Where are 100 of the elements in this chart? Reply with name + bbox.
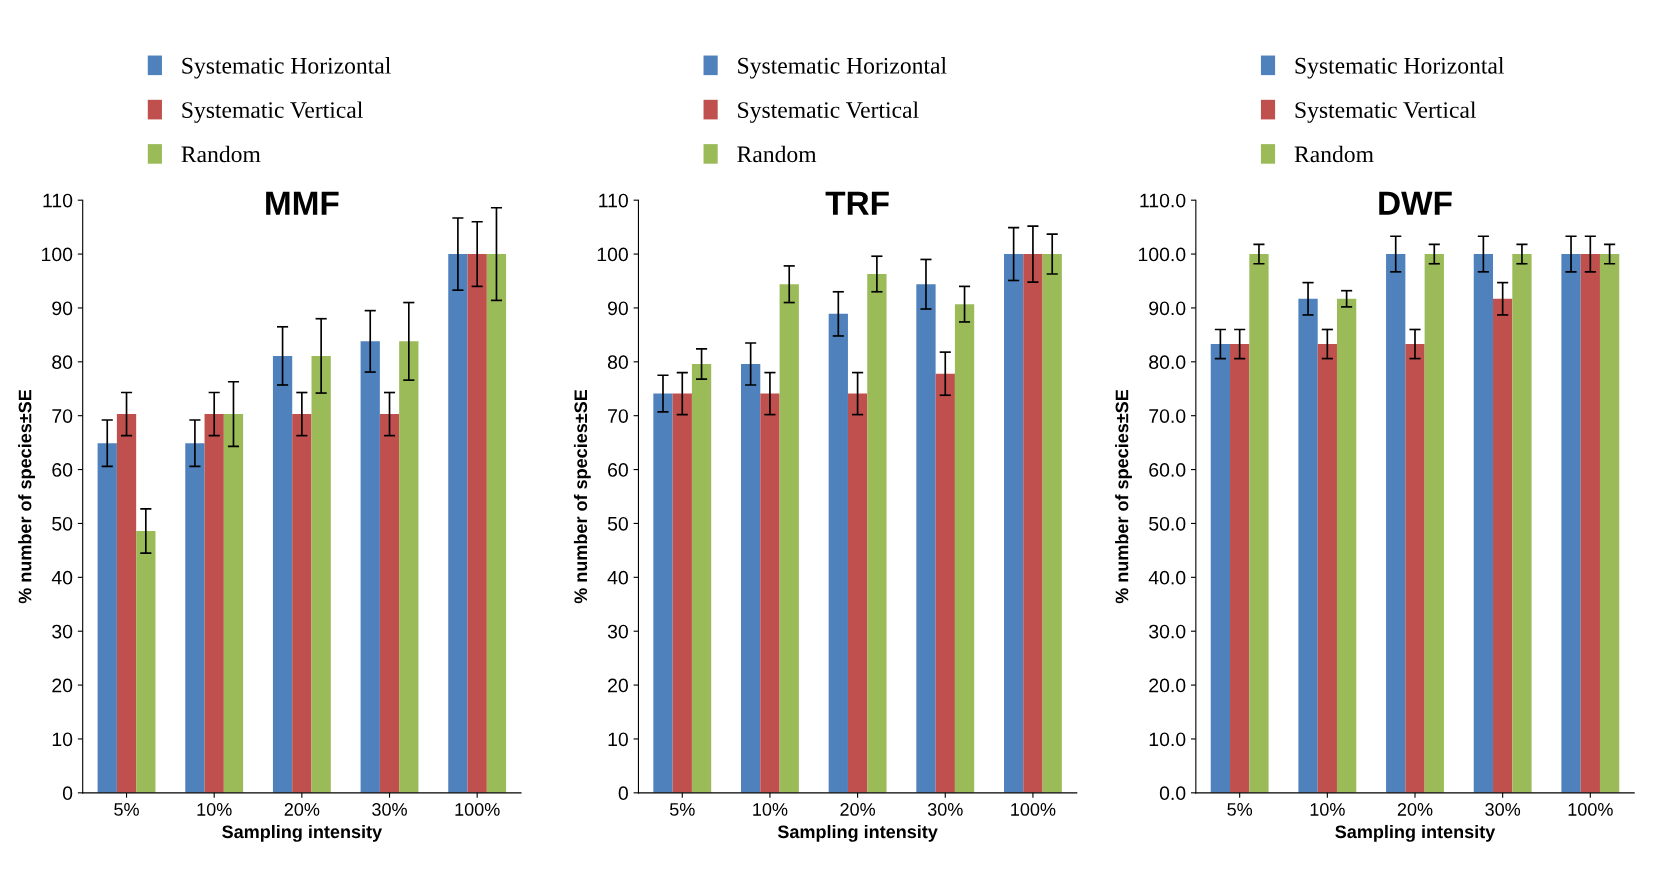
y-tick-label: 100 bbox=[42, 247, 73, 262]
bar bbox=[760, 393, 780, 793]
x-axis-title: Sampling intensity bbox=[222, 824, 383, 842]
y-tick-label: 70 bbox=[52, 409, 73, 423]
y-tick-label: 80.0 bbox=[1149, 355, 1186, 370]
y-tick-label: 80 bbox=[52, 355, 73, 370]
bar bbox=[1386, 254, 1406, 793]
x-tick-label: 10% bbox=[1310, 803, 1345, 816]
x-tick-label: 20% bbox=[840, 803, 876, 816]
bar bbox=[1493, 298, 1513, 793]
y-tick-label: 30 bbox=[607, 624, 628, 639]
bar bbox=[360, 341, 380, 793]
y-tick-label: 110.0 bbox=[1140, 193, 1186, 208]
legend-label: Random bbox=[1294, 145, 1374, 163]
x-tick-label: 30% bbox=[927, 803, 963, 816]
bar bbox=[1405, 344, 1425, 793]
legend-label: Systematic Horizontal bbox=[182, 57, 391, 79]
bar bbox=[741, 363, 761, 793]
y-tick-label: 90.0 bbox=[1149, 301, 1186, 316]
bar bbox=[223, 414, 244, 793]
chart-title: MMF bbox=[266, 191, 339, 215]
legend-label: Random bbox=[737, 145, 817, 163]
bar bbox=[1580, 254, 1600, 793]
y-tick-label: 30 bbox=[52, 624, 73, 639]
bar bbox=[867, 274, 887, 793]
y-tick-label: 50.0 bbox=[1149, 516, 1186, 531]
x-tick-label: 5% bbox=[114, 803, 139, 816]
bar bbox=[672, 393, 692, 793]
bar bbox=[847, 393, 868, 793]
bar bbox=[954, 304, 975, 793]
bar bbox=[311, 355, 331, 793]
x-axis-title: Sampling intensity bbox=[777, 824, 938, 842]
bar bbox=[779, 284, 799, 793]
bar bbox=[691, 363, 712, 793]
bar bbox=[1003, 254, 1024, 793]
x-tick-label: 20% bbox=[284, 803, 320, 816]
legend-label: Systematic Horizontal bbox=[738, 57, 947, 79]
bar bbox=[1298, 298, 1318, 793]
bar bbox=[486, 254, 507, 793]
x-tick-label: 100% bbox=[1011, 803, 1056, 816]
bar bbox=[653, 393, 673, 793]
x-tick-label: 100% bbox=[1568, 803, 1613, 816]
y-tick-label: 20 bbox=[52, 678, 73, 693]
y-tick-label: 60 bbox=[608, 463, 628, 477]
bar bbox=[1424, 254, 1444, 793]
y-tick-label: 90 bbox=[608, 301, 628, 316]
bar bbox=[1317, 344, 1337, 793]
y-axis-title: % number of species±SE bbox=[18, 389, 35, 604]
y-tick-label: 10 bbox=[52, 732, 73, 747]
x-tick-label: 10% bbox=[753, 803, 788, 816]
bar bbox=[136, 530, 156, 793]
y-tick-label: 50 bbox=[607, 516, 628, 531]
y-tick-label: 40 bbox=[607, 570, 628, 585]
chart-title: TRF bbox=[825, 191, 889, 215]
y-tick-label: 100.0 bbox=[1138, 247, 1186, 262]
y-tick-label: 50 bbox=[52, 516, 73, 531]
legend-label: Random bbox=[181, 145, 261, 163]
legend-label: Systematic Horizontal bbox=[1295, 57, 1504, 79]
y-axis-title: % number of species±SE bbox=[1115, 389, 1132, 604]
x-tick-label: 30% bbox=[372, 803, 407, 816]
bar bbox=[916, 284, 936, 793]
y-tick-label: 60.0 bbox=[1149, 463, 1186, 477]
bar bbox=[1210, 344, 1231, 793]
bar bbox=[1042, 254, 1062, 793]
y-tick-label: 100 bbox=[597, 247, 628, 262]
y-tick-label: 30.0 bbox=[1149, 624, 1186, 639]
bar bbox=[935, 373, 955, 793]
y-tick-label: 20.0 bbox=[1149, 678, 1186, 693]
bar bbox=[448, 254, 468, 793]
y-tick-label: 10 bbox=[608, 732, 628, 747]
y-tick-label: 0.0 bbox=[1159, 786, 1186, 801]
bar bbox=[1336, 298, 1357, 793]
x-tick-label: 5% bbox=[669, 803, 695, 816]
bar bbox=[97, 443, 117, 793]
y-tick-label: 80 bbox=[607, 355, 628, 370]
bar bbox=[379, 414, 400, 793]
x-tick-label: 20% bbox=[1397, 803, 1433, 816]
y-tick-label: 0 bbox=[62, 786, 73, 801]
y-tick-label: 90 bbox=[52, 301, 73, 316]
y-tick-label: 70 bbox=[608, 409, 628, 423]
legend-label: Systematic Vertical bbox=[182, 101, 363, 123]
legend-label: Systematic Vertical bbox=[738, 101, 919, 123]
y-tick-label: 110 bbox=[599, 193, 628, 208]
bar bbox=[204, 414, 224, 793]
bar bbox=[1561, 254, 1581, 793]
x-tick-label: 5% bbox=[1227, 803, 1253, 816]
bar bbox=[292, 414, 312, 793]
chart-title: DWF bbox=[1379, 191, 1452, 215]
bar bbox=[185, 443, 205, 793]
bar bbox=[828, 313, 848, 793]
bar bbox=[399, 341, 419, 793]
y-tick-label: 60 bbox=[52, 463, 73, 477]
y-tick-label: 110 bbox=[43, 193, 73, 208]
bar bbox=[272, 355, 293, 793]
bar bbox=[1599, 254, 1620, 793]
y-tick-label: 10.0 bbox=[1149, 732, 1186, 747]
legend-label: Systematic Vertical bbox=[1295, 101, 1477, 123]
y-axis-title: % number of species±SE bbox=[573, 389, 591, 604]
y-tick-label: 0 bbox=[618, 786, 628, 801]
x-axis-title: Sampling intensity bbox=[1335, 824, 1496, 842]
